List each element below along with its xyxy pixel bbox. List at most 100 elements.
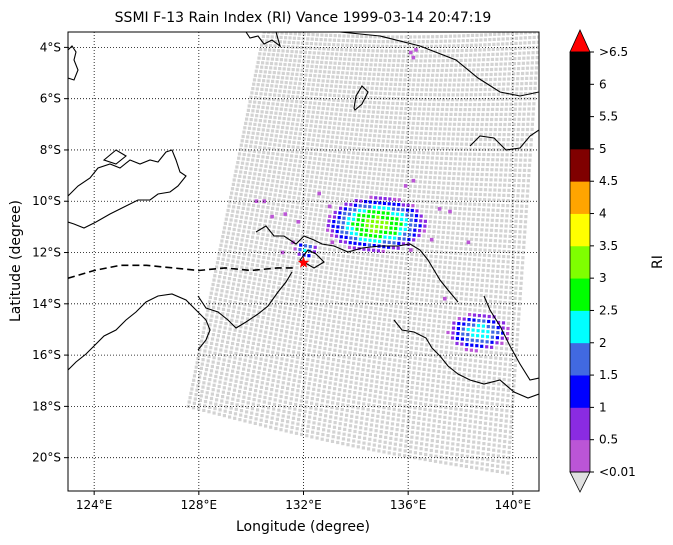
rain-pixel xyxy=(356,222,360,227)
swath-pixel xyxy=(254,300,258,304)
rain-pixel xyxy=(471,333,475,337)
swath-pixel xyxy=(273,116,277,120)
swath-pixel xyxy=(399,73,403,77)
swath-pixel xyxy=(364,271,368,275)
swath-pixel xyxy=(416,44,420,49)
swath-pixel xyxy=(326,75,330,79)
swath-pixel xyxy=(428,408,432,412)
swath-pixel xyxy=(296,91,300,95)
swath-pixel xyxy=(253,277,257,281)
swath-pixel xyxy=(217,357,221,361)
swath-pixel xyxy=(430,393,434,397)
swath-pixel xyxy=(506,199,510,203)
swath-pixel xyxy=(361,86,365,90)
swath-pixel xyxy=(384,187,388,191)
swath-pixel xyxy=(365,190,369,194)
swath-pixel xyxy=(505,209,509,213)
swath-pixel xyxy=(273,276,277,280)
swath-pixel xyxy=(522,235,526,239)
swath-pixel xyxy=(229,295,233,299)
swath-pixel xyxy=(314,373,318,377)
swath-pixel xyxy=(377,365,381,370)
swath-pixel xyxy=(279,240,283,244)
swath-pixel xyxy=(500,107,504,111)
swath-pixel xyxy=(270,383,274,387)
swath-pixel xyxy=(386,372,390,376)
rain-pixel xyxy=(367,248,371,252)
swath-pixel xyxy=(495,346,499,350)
swath-pixel xyxy=(403,399,407,403)
swath-pixel xyxy=(429,254,433,258)
swath-pixel xyxy=(445,285,450,289)
swath-pixel xyxy=(467,217,471,221)
swath-pixel xyxy=(236,183,240,187)
swath-pixel xyxy=(519,153,523,157)
swath-pixel xyxy=(289,131,293,135)
swath-pixel xyxy=(466,272,470,276)
swath-pixel xyxy=(469,293,473,297)
swath-pixel xyxy=(378,91,383,95)
swath-pixel xyxy=(369,63,373,67)
swath-pixel xyxy=(311,392,315,396)
swath-pixel xyxy=(398,188,403,192)
swath-pixel xyxy=(326,290,330,294)
swath-pixel xyxy=(241,234,245,238)
swath-pixel xyxy=(362,286,366,290)
swath-pixel xyxy=(307,165,311,169)
swath-pixel xyxy=(228,272,232,276)
swath-pixel xyxy=(444,78,448,82)
swath-pixel xyxy=(402,364,406,369)
swath-pixel xyxy=(223,271,228,275)
swath-pixel xyxy=(367,176,371,180)
swath-pixel xyxy=(323,346,327,351)
swath-pixel xyxy=(251,341,255,345)
swath-pixel xyxy=(271,378,275,383)
rain-pixel xyxy=(423,224,427,228)
swath-pixel xyxy=(310,175,314,179)
swath-pixel xyxy=(268,364,272,368)
swath-pixel xyxy=(274,393,278,397)
swath-pixel xyxy=(442,49,446,53)
swath-pixel xyxy=(291,45,295,49)
rain-pixel xyxy=(467,323,471,327)
swath-pixel xyxy=(268,93,272,97)
swath-pixel xyxy=(466,78,470,82)
swath-pixel xyxy=(518,102,522,106)
swath-pixel xyxy=(271,350,275,354)
swath-pixel xyxy=(284,330,289,334)
swath-pixel xyxy=(316,194,320,198)
swath-pixel xyxy=(389,82,393,86)
swath-pixel xyxy=(515,148,519,152)
rain-pixel xyxy=(364,233,368,237)
swath-pixel xyxy=(271,262,275,266)
swath-pixel xyxy=(451,186,455,190)
swath-pixel xyxy=(212,305,216,309)
swath-pixel xyxy=(221,257,225,261)
swath-pixel xyxy=(377,101,381,105)
swath-pixel xyxy=(444,73,448,77)
swath-pixel xyxy=(485,401,489,405)
swath-pixel xyxy=(461,127,465,131)
swath-pixel xyxy=(485,223,489,227)
swath-pixel xyxy=(325,111,329,115)
swath-pixel xyxy=(262,339,266,343)
swath-pixel xyxy=(280,296,284,300)
swath-pixel xyxy=(332,187,336,191)
rain-pixel xyxy=(342,216,346,220)
swath-pixel xyxy=(295,393,299,397)
swath-pixel xyxy=(203,376,207,380)
swath-pixel xyxy=(437,275,441,279)
swath-pixel xyxy=(279,35,283,39)
swath-pixel xyxy=(464,297,468,301)
swath-pixel xyxy=(422,417,426,421)
rain-pixel xyxy=(388,236,392,240)
swath-pixel xyxy=(506,393,510,398)
swath-pixel xyxy=(528,86,533,91)
swath-pixel xyxy=(240,238,244,242)
swath-pixel xyxy=(442,370,446,374)
swath-pixel xyxy=(427,323,431,327)
swath-pixel xyxy=(251,258,255,262)
swath-pixel xyxy=(343,384,347,388)
swath-pixel xyxy=(431,112,435,116)
swath-pixel xyxy=(391,328,395,333)
